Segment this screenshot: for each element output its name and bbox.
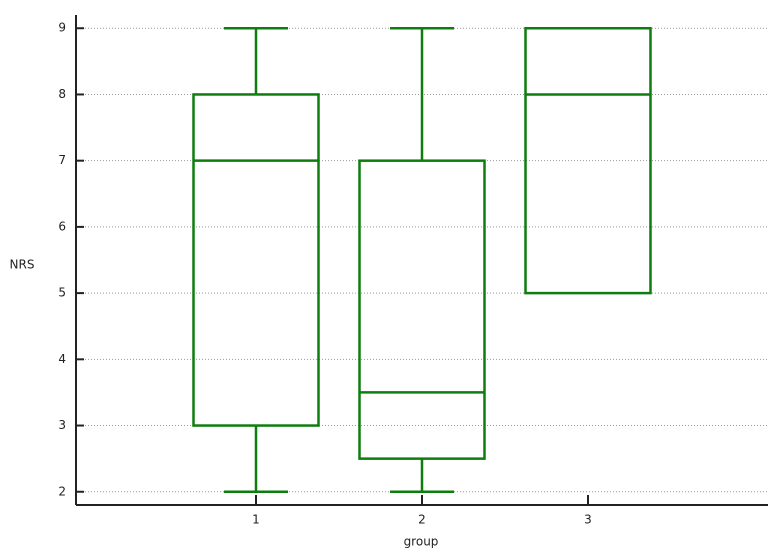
y-tick-label: 4 (58, 352, 66, 366)
y-tick-label: 6 (58, 219, 66, 233)
y-axis-label: NRS (10, 258, 35, 272)
box (358, 159, 486, 460)
x-tick-label: 2 (418, 513, 426, 527)
box (192, 93, 320, 427)
x-tick-label: 3 (584, 513, 592, 527)
box (524, 26, 652, 295)
y-tick-label: 9 (58, 21, 66, 35)
y-tick-label: 2 (58, 484, 66, 498)
y-tick-label: 7 (58, 153, 66, 167)
y-tick-label: 8 (58, 87, 66, 101)
x-tick-label: 1 (252, 513, 260, 527)
y-tick-label: 3 (58, 418, 66, 432)
x-axis-label: group (404, 535, 439, 549)
y-tick-label: 5 (58, 286, 66, 300)
